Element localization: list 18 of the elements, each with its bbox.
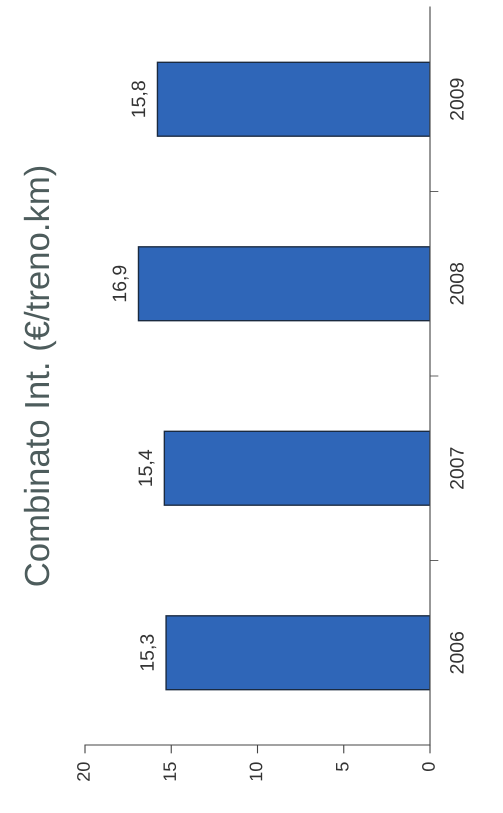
x-tick-label: 10: [250, 762, 262, 780]
y-tick-label: 2006: [450, 632, 464, 674]
x-tick-label: 15: [163, 762, 176, 780]
y-tick-label: 2008: [450, 262, 464, 304]
data-label: 16,9: [112, 266, 129, 302]
data-label: 15,4: [138, 450, 154, 486]
text: Combinato Int. (€/treno.km): [24, 166, 56, 586]
bar: [156, 62, 430, 137]
bar: [165, 615, 430, 690]
bar: [164, 430, 430, 506]
x-tick-label: 0: [422, 762, 435, 771]
bar: [138, 246, 430, 322]
x-tick-label: 5: [336, 762, 349, 771]
x-tick-label: 20: [77, 762, 90, 781]
data-label: 15,3: [140, 634, 156, 670]
y-tick-label: 2009: [450, 78, 464, 120]
y-tick-label: 2007: [450, 448, 464, 489]
data-label: 15,8: [132, 81, 148, 117]
